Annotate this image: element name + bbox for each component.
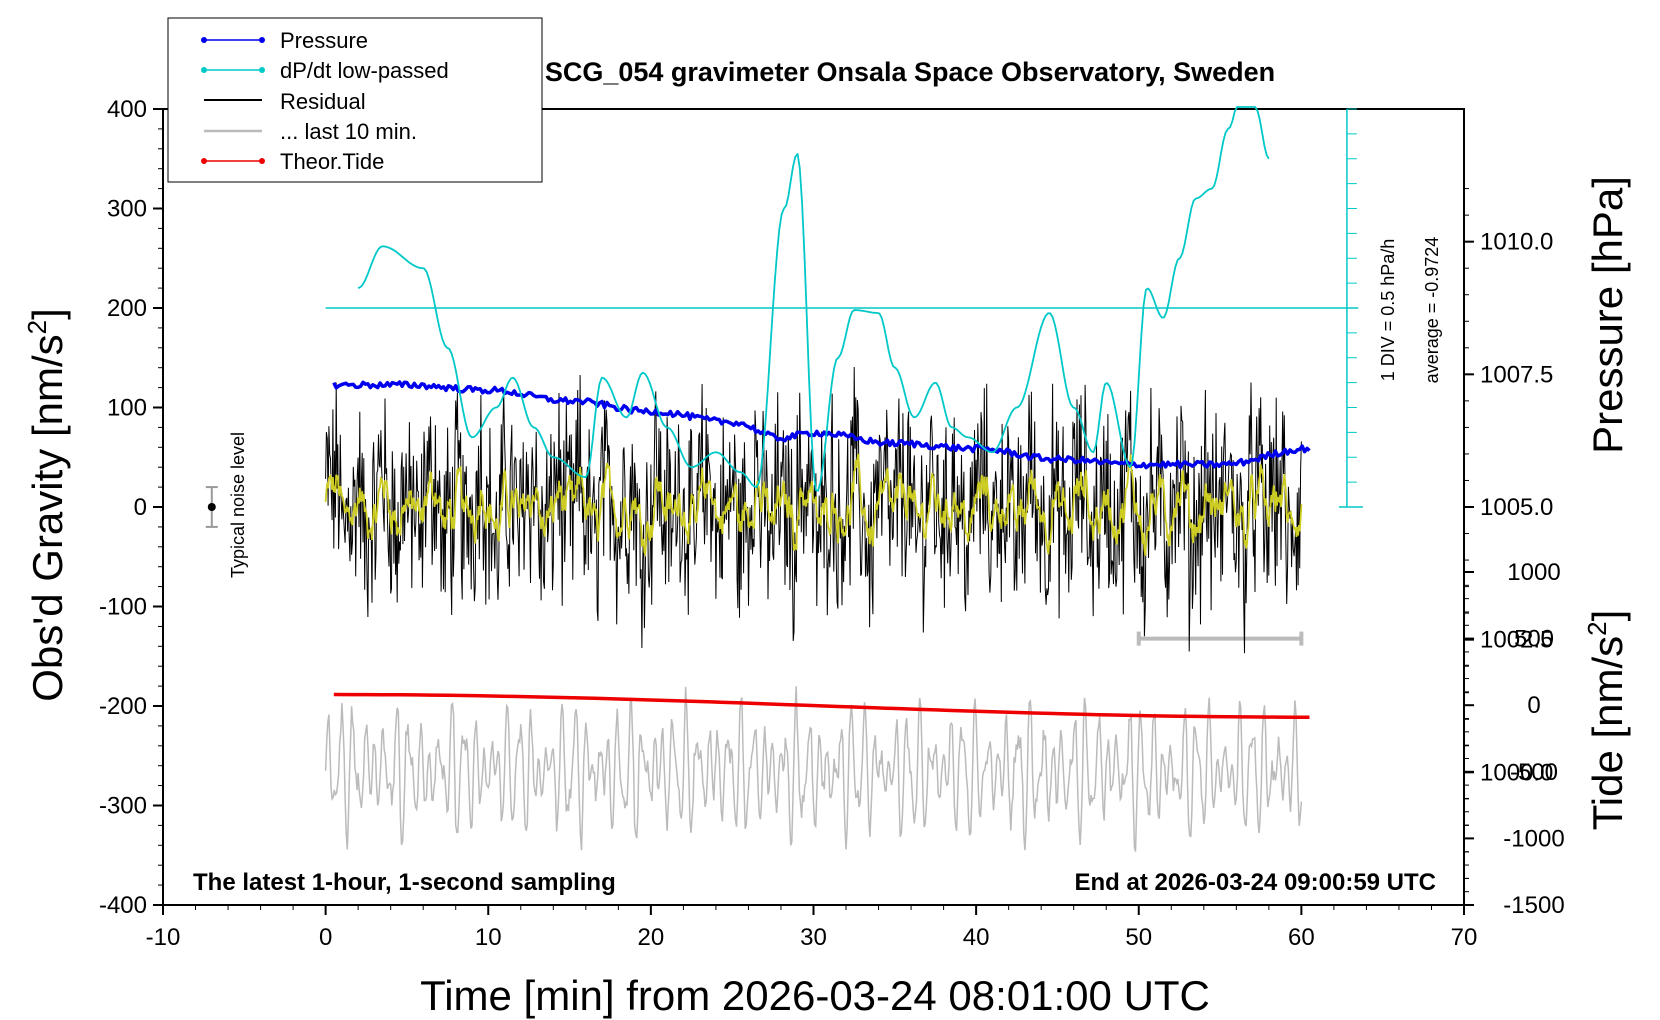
dpdt-series	[357, 106, 1270, 492]
series-line-dp-dt-low-passed	[357, 106, 1270, 492]
legend-dot-pressure	[201, 37, 207, 43]
tide-tick-label: 500	[1514, 626, 1554, 653]
dpdt-scale	[205, 108, 1363, 528]
legend-label-last10: ... last 10 min.	[280, 119, 417, 144]
legend-dot-tide	[201, 158, 207, 164]
legend-dot-pressure-end	[259, 37, 265, 43]
x-tick-label: 50	[1125, 924, 1152, 951]
axis-ticks: -10 0 10 20 30 40 50 60 70-400-300-200-100010020…	[99, 96, 1565, 951]
pressure-tick-label: 1002.5	[1480, 627, 1553, 654]
tide-tick-label: -500	[1510, 759, 1558, 786]
tide-tick-label: 1000	[1507, 559, 1560, 586]
x-tick-label: 10	[475, 924, 502, 951]
last-10-min-series	[324, 631, 1304, 852]
last-10-min-line	[324, 686, 1303, 852]
x-tick-label: 70	[1451, 924, 1478, 951]
x-tick-label: 40	[963, 924, 990, 951]
pressure-tick-label: 1005.0	[1480, 494, 1553, 521]
legend-dot-dpdt-end	[259, 67, 265, 73]
y-axis-title-left-close: ]	[24, 308, 71, 320]
y-tick-label: -400	[99, 892, 147, 919]
pressure-tick-label: 1007.5	[1480, 361, 1553, 388]
y-tick-label: 400	[107, 96, 147, 123]
series-line-theor-tide	[333, 692, 1310, 719]
tide-tick-label: -1500	[1503, 892, 1564, 919]
smoothed-residual-series	[324, 453, 1303, 558]
tide-tick-label: 0	[1527, 692, 1540, 719]
y-axis-title-tide-text: Tide [nm/s	[1584, 636, 1631, 831]
footer-left: The latest 1-hour, 1-second sampling	[193, 869, 616, 896]
dpdt-average-label: average = -0.9724	[1422, 237, 1442, 384]
legend: Pressure dP/dt low-passed Residual ... l…	[167, 17, 543, 183]
y-tick-label: 200	[107, 295, 147, 322]
y-axis-title-left-sup: 2	[22, 320, 52, 334]
legend-label-tide: Theor.Tide	[280, 149, 384, 174]
legend-dot-tide-end	[259, 158, 265, 164]
x-tick-label: 0	[319, 924, 332, 951]
legend-label-dpdt: dP/dt low-passed	[280, 58, 449, 83]
y-tick-label: 100	[107, 395, 147, 422]
chart-title: SCG_054 gravimeter Onsala Space Observat…	[545, 57, 1275, 87]
dpdt-scale-label: 1 DIV = 0.5 hPa/h	[1378, 239, 1398, 382]
y-tick-label: -100	[99, 594, 147, 621]
noise-label: Typical noise level	[228, 432, 248, 578]
noise-marker	[207, 503, 216, 511]
smoothed-residual-line	[324, 453, 1303, 558]
y-axis-title-tide-close: ]	[1584, 610, 1631, 622]
tide-tick-label: -1000	[1503, 825, 1564, 852]
y-axis-title-tide-sup: 2	[1582, 621, 1612, 635]
y-tick-label: 300	[107, 196, 147, 223]
pressure-tick-label: 1010.0	[1480, 229, 1553, 256]
x-axis-title: Time [min] from 2026-03-24 08:01:00 UTC	[420, 972, 1210, 1019]
y-axis-title-left: Obs'd Gravity [nm/s2]	[22, 308, 71, 702]
legend-label-pressure: Pressure	[280, 28, 368, 53]
y-tick-label: 0	[134, 494, 147, 521]
x-tick-label: -10	[146, 924, 181, 951]
series-line-pressure	[332, 380, 1311, 470]
theor-tide-series	[333, 692, 1310, 719]
x-tick-label: 20	[638, 924, 665, 951]
pressure-series	[332, 380, 1311, 470]
legend-dot-dpdt	[201, 67, 207, 73]
y-axis-title-pressure: Pressure [hPa]	[1584, 176, 1631, 454]
x-tick-label: 30	[800, 924, 827, 951]
y-axis-title-left-text: Obs'd Gravity [nm/s	[24, 334, 71, 701]
y-tick-label: -300	[99, 793, 147, 820]
pressure-tick-label: 1000.0	[1480, 759, 1553, 786]
footer-right: End at 2026-03-24 09:00:59 UTC	[1075, 869, 1437, 896]
y-axis-title-tide: Tide [nm/s2]	[1582, 610, 1631, 831]
y-tick-label: -200	[99, 693, 147, 720]
x-tick-label: 60	[1288, 924, 1315, 951]
legend-label-residual: Residual	[280, 89, 366, 114]
